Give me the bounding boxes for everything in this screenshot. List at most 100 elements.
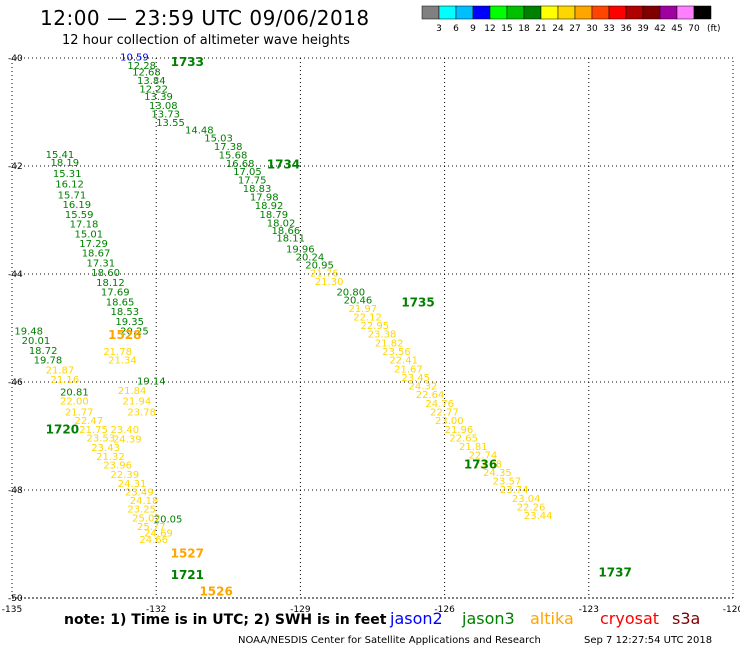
color-scale-swatch <box>642 5 661 20</box>
x-tick-label: -135 <box>2 605 22 615</box>
swh-value-label: 17.31 <box>87 258 116 269</box>
pass-time-label: 1737 <box>598 565 631 579</box>
page-subtitle: 12 hour collection of altimeter wave hei… <box>62 33 350 48</box>
swh-value-label: 23.25 <box>127 505 156 516</box>
swh-value-label: 18.53 <box>111 307 140 318</box>
swh-value-label: 23.43 <box>91 443 120 454</box>
swh-value-label: 21.82 <box>375 338 404 349</box>
swh-value-label: 25.02 <box>132 513 161 524</box>
swh-value-label: 24.31 <box>118 479 147 490</box>
swh-value-label: 23.78 <box>127 407 156 418</box>
color-scale-tick: 6 <box>453 24 459 34</box>
footer-note: note: 1) Time is in UTC; 2) SWH is in fe… <box>64 612 387 628</box>
pass-time-label: 1528 <box>108 328 141 342</box>
swh-value-label: 13.55 <box>156 118 185 129</box>
swh-value-label: 22.64 <box>416 390 445 401</box>
pass-time-label: 1736 <box>464 457 497 471</box>
color-scale-tick: 18 <box>518 24 530 34</box>
color-scale-tick: 3 <box>436 24 442 34</box>
swh-value-label: 16.68 <box>226 159 255 170</box>
swh-value-label: 13.39 <box>144 92 173 103</box>
color-scale-tick: 42 <box>654 24 665 34</box>
swh-value-label: 17.29 <box>79 239 108 250</box>
swh-value-label: 23.49 <box>125 487 154 498</box>
swh-value-label: 18.79 <box>260 210 289 221</box>
swh-value-label: 18.65 <box>106 297 135 308</box>
swh-value-label: 15.41 <box>46 150 75 161</box>
swh-value-label: 21.84 <box>118 386 147 397</box>
swh-value-label: 23.04 <box>512 494 541 505</box>
y-tick-label: -44 <box>8 270 23 280</box>
swh-value-label: 15.01 <box>74 229 103 240</box>
swh-value-label: 22.95 <box>360 321 389 332</box>
color-scale-tick: 27 <box>569 24 580 34</box>
swh-value-label: 18.19 <box>50 158 79 169</box>
swh-value-label: 17.98 <box>250 193 279 204</box>
swh-value-label: 22.39 <box>111 470 140 481</box>
swh-value-label: 21.94 <box>123 397 152 408</box>
axis-tick-labels: -135 -132 -129 -126 -123 -120 -40 -42 -44 -46 -48 -… <box>2 54 740 615</box>
swh-value-label: 23.08 <box>473 459 502 470</box>
swh-value-label: 21.16 <box>50 375 79 386</box>
swh-value-label: 21.67 <box>394 364 423 375</box>
swh-value-label: 18.60 <box>91 268 120 279</box>
color-scale-unit: (ft) <box>707 24 721 34</box>
y-tick-label: -48 <box>8 486 23 496</box>
swh-value-label: 15.71 <box>58 190 87 201</box>
color-scale-tick: 33 <box>603 24 614 34</box>
x-tick-label: -120 <box>723 605 740 615</box>
swh-value-label: 22.65 <box>449 433 478 444</box>
satellite-legend-jason2: jason2 <box>390 609 443 628</box>
color-scale-swatch <box>421 5 440 20</box>
color-scale-swatch <box>557 5 576 20</box>
swh-value-label: 13.08 <box>149 101 178 112</box>
swh-value-label: 21.96 <box>445 425 474 436</box>
swh-value-label: 20.46 <box>344 296 373 307</box>
y-tick-label: -42 <box>8 162 23 172</box>
swh-value-label: 23.38 <box>368 330 397 341</box>
color-scale-swatch <box>625 5 644 20</box>
swh-value-label: 19.48 <box>14 326 43 337</box>
swh-value-label: 23.74 <box>500 485 529 496</box>
pass-time-label: 1720 <box>46 422 79 436</box>
plot-frame <box>11 57 734 599</box>
pass-time-labels: 1733 1734 1735 1736 1737 1528 1720 1527 1721 1526 <box>46 55 632 598</box>
swh-value-label: 24.69 <box>144 528 173 539</box>
swh-value-label: 21.81 <box>459 442 488 453</box>
y-tick-label: -40 <box>8 54 23 64</box>
swh-value-label: 19.35 <box>115 317 144 328</box>
swh-value-label: 13.73 <box>151 109 180 120</box>
swh-value-label: 23.40 <box>111 425 140 436</box>
color-scale-tick: 39 <box>637 24 649 34</box>
swh-value-label: 24.35 <box>483 468 512 479</box>
swh-value-label: 21.30 <box>315 277 344 288</box>
swh-value-label: 16.12 <box>55 180 84 191</box>
swh-value-label: 20.81 <box>60 388 89 399</box>
swh-value-label: 17.69 <box>101 288 130 299</box>
swh-value-label: 22.77 <box>430 407 459 418</box>
swh-value-label: 18.12 <box>96 278 125 289</box>
footer-credit: NOAA/NESDIS Center for Satellite Applica… <box>238 635 541 646</box>
swh-value-label: 19.78 <box>34 356 63 367</box>
swh-value-label: 17.05 <box>233 167 262 178</box>
swh-value-label: 13.84 <box>137 76 166 87</box>
swh-value-label: 21.32 <box>96 452 125 463</box>
swh-value-label: 24.32 <box>409 382 438 393</box>
color-scale-swatch <box>540 5 559 20</box>
swh-value-label: 20.25 <box>120 326 149 337</box>
swh-value-label: 22.00 <box>60 397 89 408</box>
page-title: 12:00 — 23:59 UTC 09/06/2018 <box>40 6 370 30</box>
swh-value-label: 20.80 <box>336 288 365 299</box>
color-scale-swatch <box>676 5 695 20</box>
color-scale-swatch <box>523 5 542 20</box>
swh-value-label: 18.11 <box>276 234 305 245</box>
swh-value-label: 15.59 <box>65 210 94 221</box>
swh-value-label: 21.75 <box>79 425 108 436</box>
color-scale-swatch <box>693 5 712 20</box>
swh-value-label: 17.18 <box>70 220 99 231</box>
color-scale-tick: 45 <box>671 24 682 34</box>
pass-time-label: 1527 <box>171 547 204 561</box>
swh-value-label: 21.97 <box>348 304 377 315</box>
color-scale-swatch <box>608 5 627 20</box>
pass-time-label: 1721 <box>171 568 204 582</box>
